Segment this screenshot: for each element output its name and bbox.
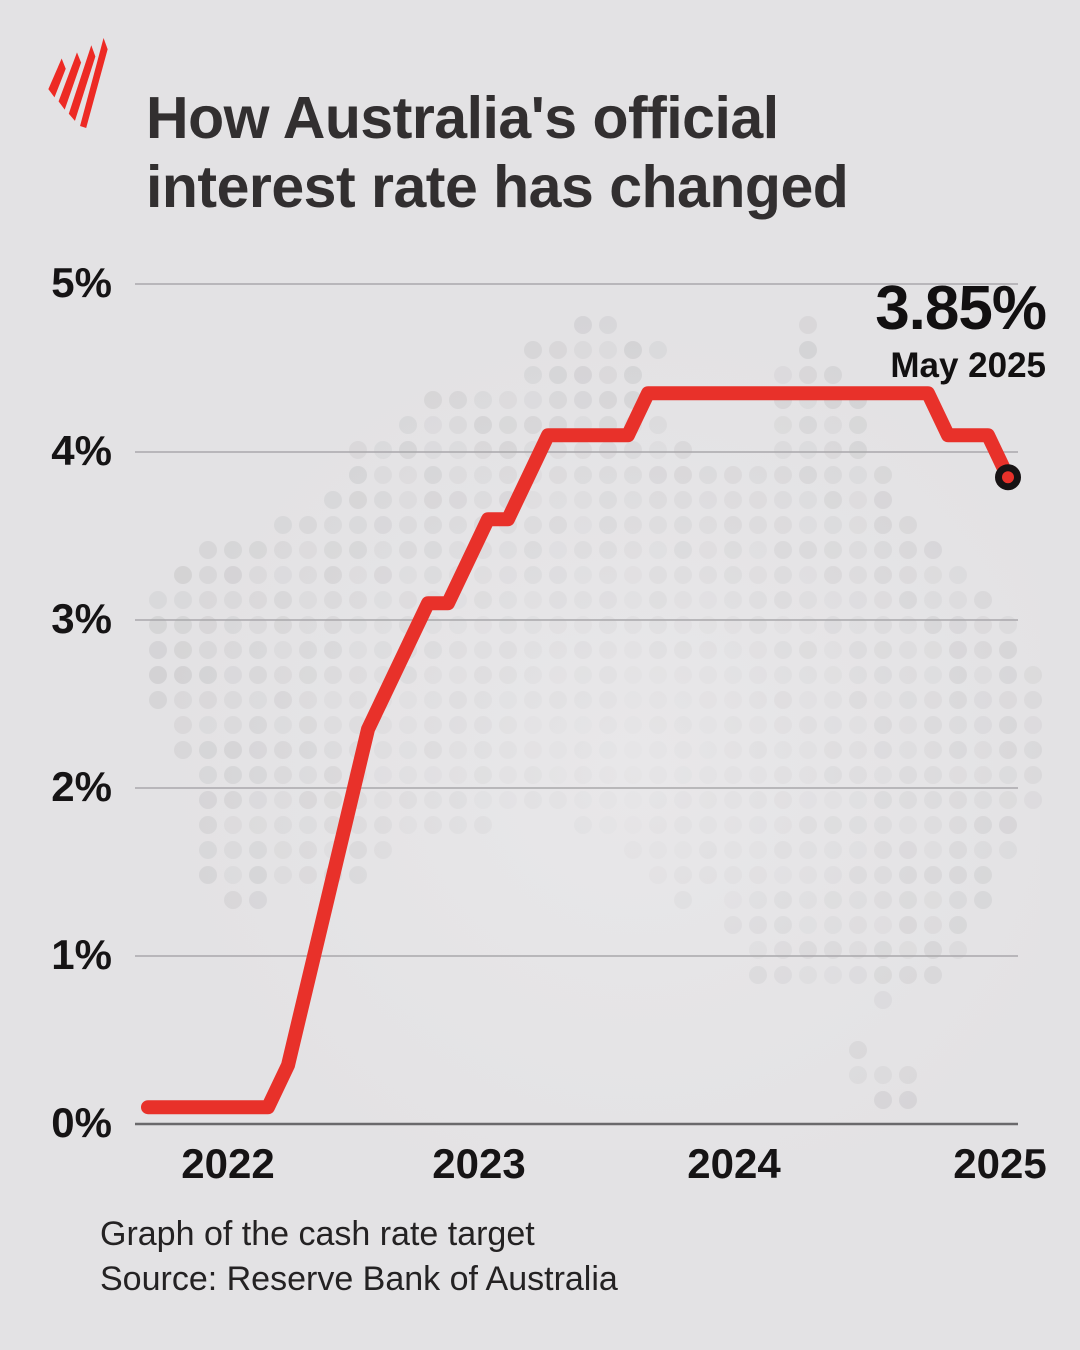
y-tick-label: 0%	[51, 1099, 112, 1147]
gridlines	[135, 283, 1018, 1126]
latest-rate-date: May 2025	[890, 346, 1046, 385]
chart-source: Source: Reserve Bank of Australia	[100, 1259, 618, 1298]
chart-caption: Graph of the cash rate target	[100, 1215, 535, 1253]
latest-rate-annotation: 3.85% May 2025	[875, 274, 1047, 385]
x-tick-label: 2024	[687, 1140, 781, 1187]
x-tick-label: 2023	[432, 1140, 526, 1187]
y-tick-label: 1%	[51, 931, 112, 979]
x-tick-label: 2022	[181, 1140, 275, 1187]
y-tick-label: 5%	[51, 259, 112, 307]
y-tick-label: 3%	[51, 595, 112, 643]
y-tick-label: 2%	[51, 763, 112, 811]
chart-footer: Graph of the cash rate target Source: Re…	[100, 1212, 618, 1302]
cash-rate-line	[141, 386, 1015, 1115]
sbs-logo-icon	[48, 38, 108, 128]
latest-rate-value: 3.85%	[875, 274, 1047, 343]
page-title: How Australia's official interest rate h…	[146, 84, 849, 221]
x-tick-label: 2025	[953, 1140, 1047, 1187]
y-tick-label: 4%	[51, 427, 112, 475]
latest-point-marker	[995, 464, 1021, 491]
